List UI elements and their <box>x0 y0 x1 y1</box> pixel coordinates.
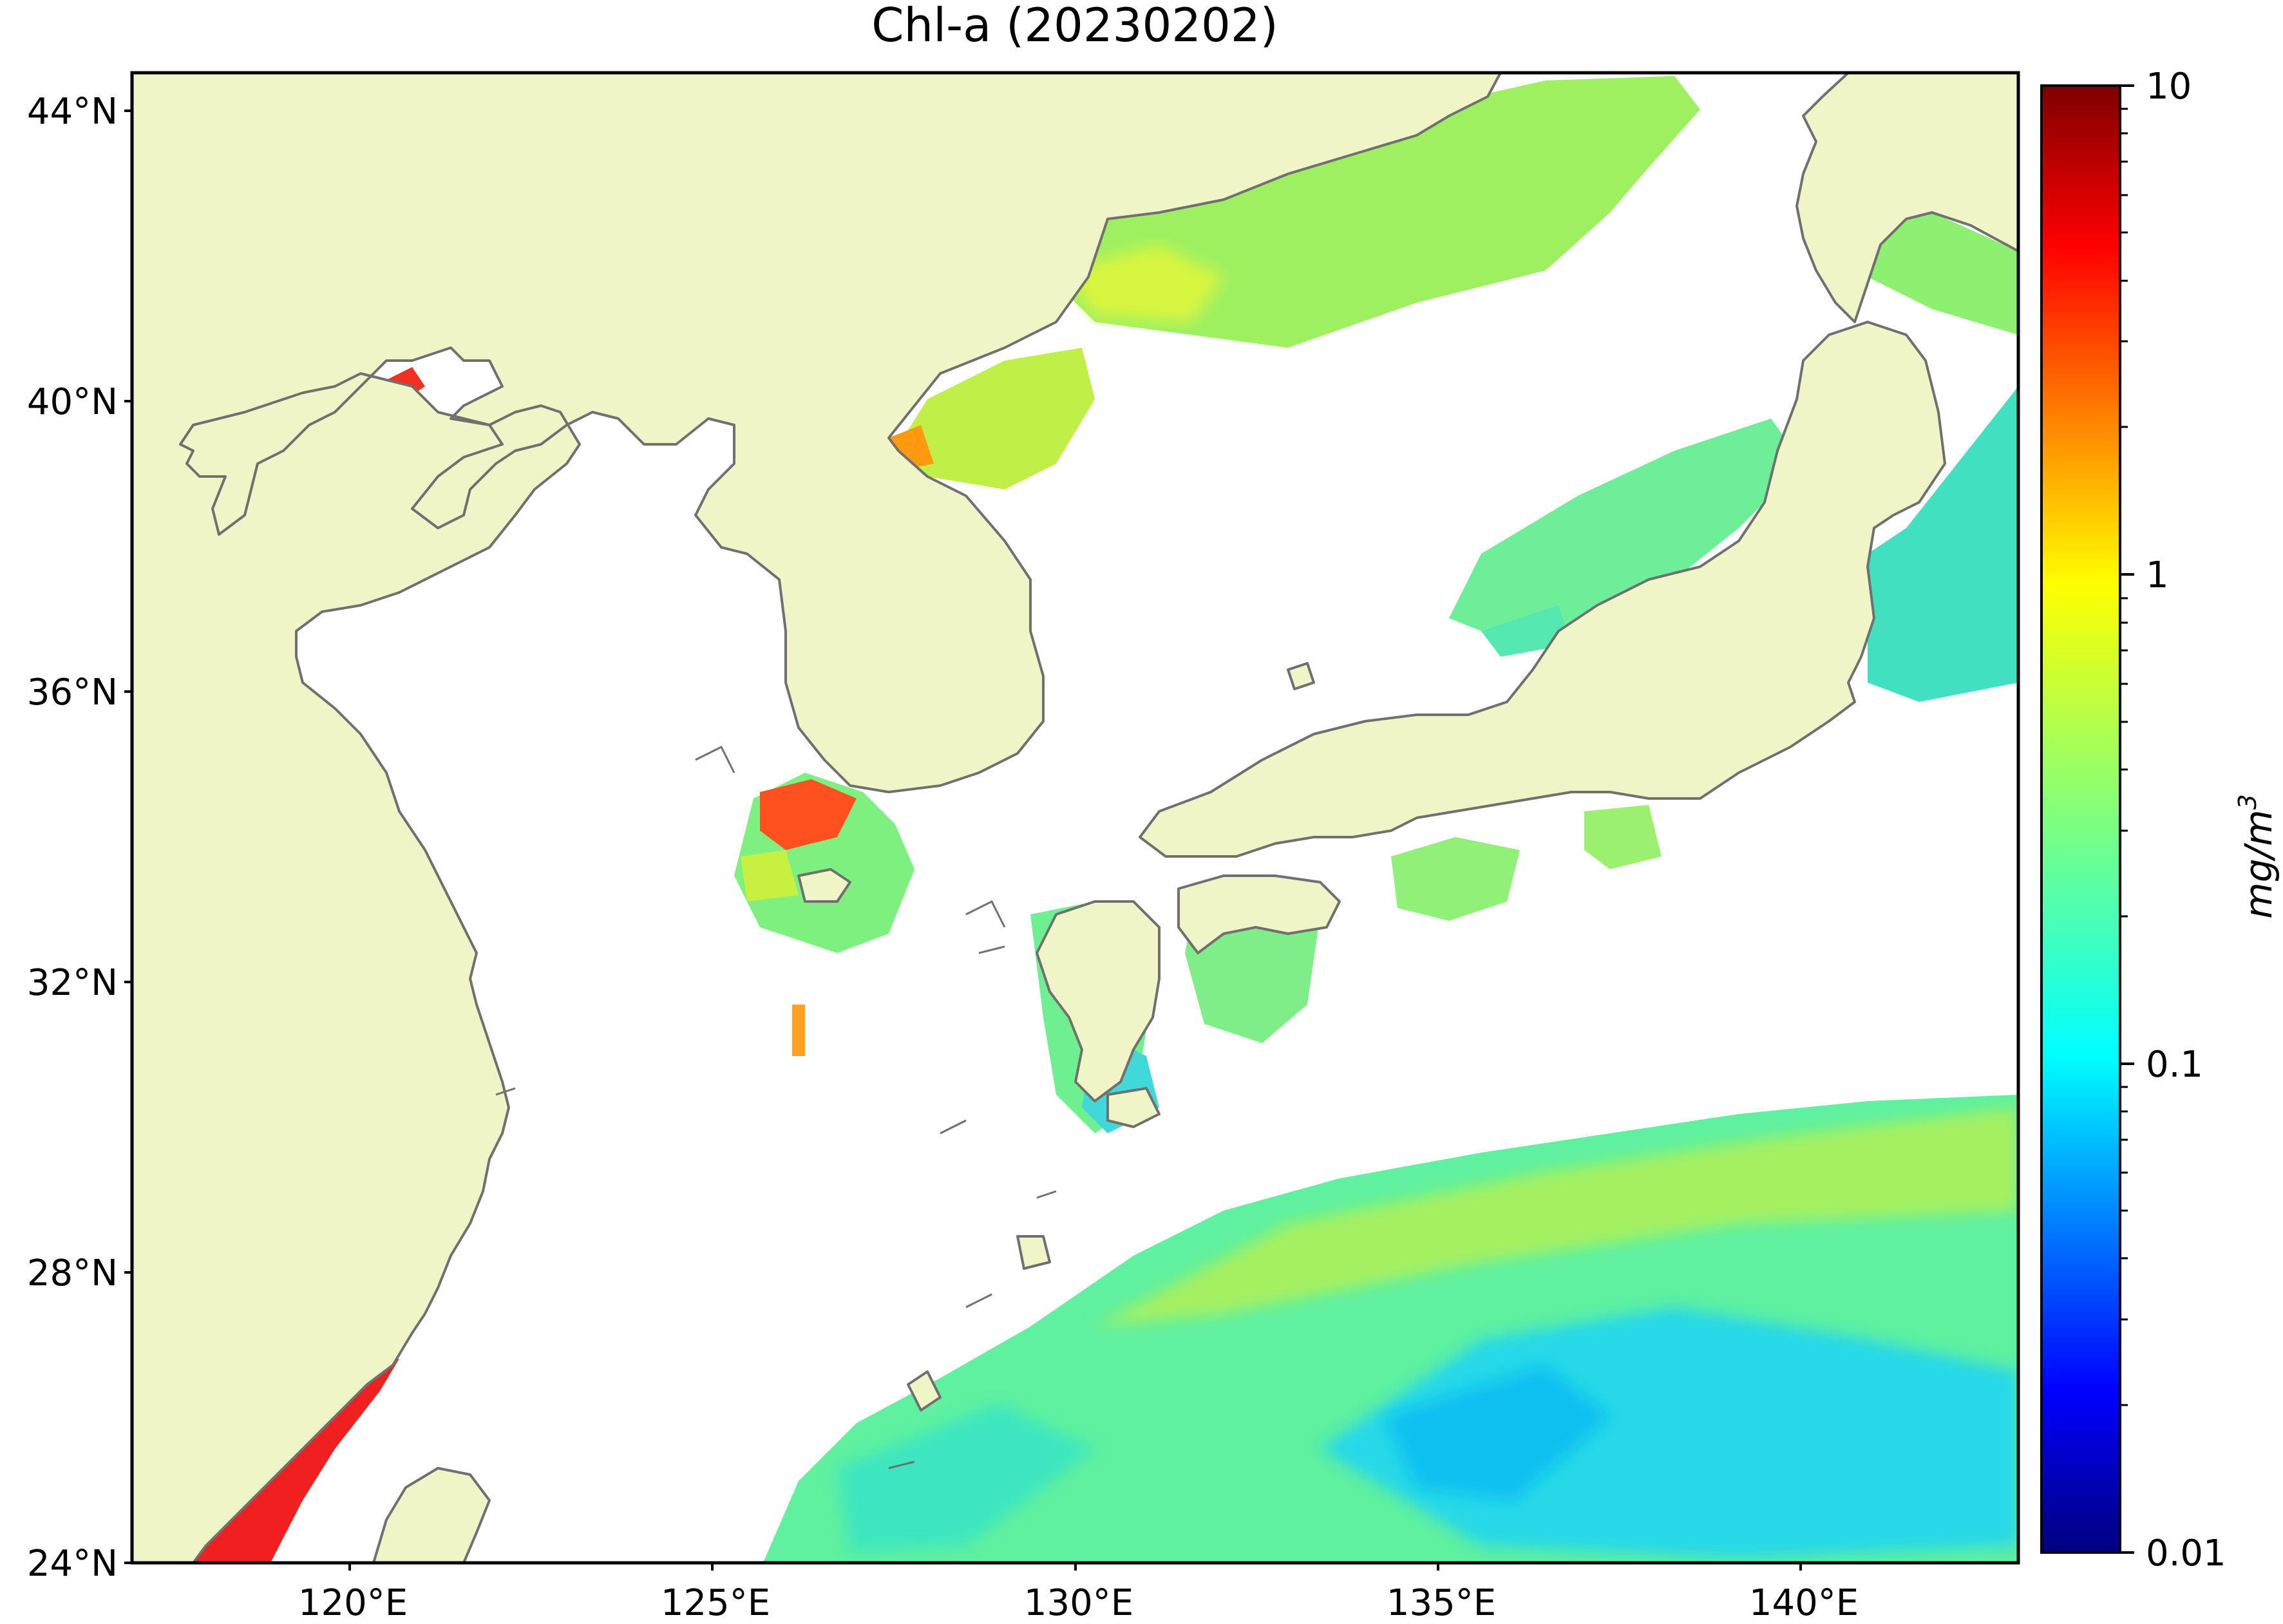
lon-label-125e: 125°E <box>661 1582 770 1624</box>
map-title: Chl-a (20230202) <box>871 0 1278 52</box>
colorbar-tick-1: 1 <box>2146 554 2169 596</box>
colorbar-tick-10: 10 <box>2146 66 2192 108</box>
lat-label-36n: 36°N <box>27 672 118 713</box>
lat-label-44n: 44°N <box>27 91 118 133</box>
longitude-axis: 120°E 125°E 130°E 135°E 140°E <box>298 1563 1859 1624</box>
latitude-axis: 44°N 40°N 36°N 32°N 28°N 24°N <box>27 91 132 1585</box>
land <box>132 73 2018 1563</box>
colorbar: 10 1 0.1 0.01 mg/m3 <box>2040 66 2280 1574</box>
map-panel <box>132 73 2018 1563</box>
colorbar-unit-exponent: 3 <box>2233 794 2262 809</box>
lat-label-24n: 24°N <box>27 1543 118 1585</box>
lat-label-28n: 28°N <box>27 1252 118 1294</box>
colorbar-tick-0-1: 0.1 <box>2146 1044 2203 1086</box>
lon-label-120e: 120°E <box>298 1582 408 1624</box>
lat-label-40n: 40°N <box>27 381 118 423</box>
lat-label-32n: 32°N <box>27 962 118 1004</box>
colorbar-minor-ticks <box>2120 108 2128 1406</box>
lon-label-135e: 135°E <box>1387 1582 1496 1624</box>
lon-label-130e: 130°E <box>1024 1582 1133 1624</box>
lon-label-140e: 140°E <box>1749 1582 1859 1624</box>
coastline-details <box>495 745 1057 1469</box>
colorbar-gradient <box>2040 84 2121 1554</box>
colorbar-unit-label: mg/m3 <box>2233 794 2280 919</box>
chlorophyll-coverage <box>187 76 2018 1563</box>
colorbar-major-ticks <box>2120 84 2134 1554</box>
colorbar-tick-0-01: 0.01 <box>2146 1533 2226 1574</box>
